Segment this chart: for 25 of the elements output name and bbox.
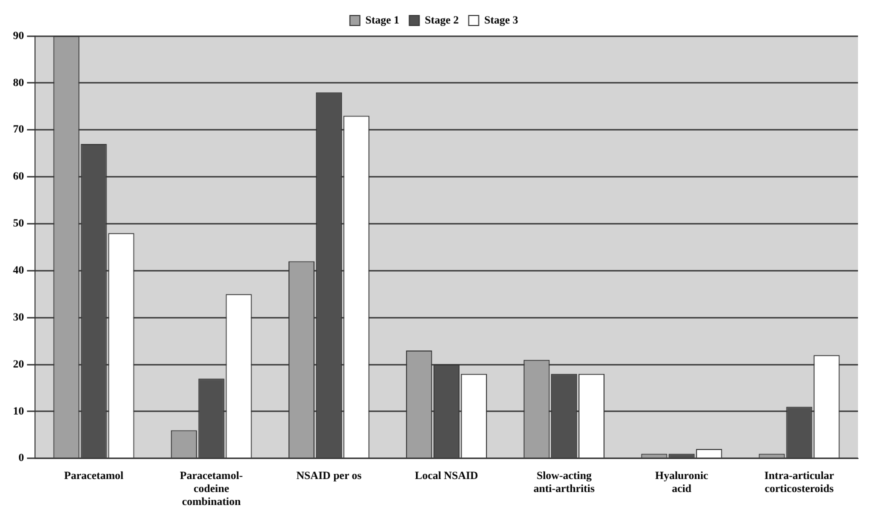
y-tick-label: 80 <box>13 76 24 89</box>
y-tick-label: 10 <box>13 405 24 418</box>
legend-label: Stage 3 <box>484 14 519 26</box>
category-label: Paracetamol- <box>180 470 243 482</box>
category-label: anti-arthritis <box>534 483 595 496</box>
legend-label: Stage 2 <box>424 14 460 26</box>
category-label: Paracetamol <box>64 470 124 482</box>
y-tick-label: 70 <box>13 124 24 136</box>
y-tick-label: 90 <box>13 30 24 42</box>
category-label: Hyaluronic <box>655 470 708 482</box>
category-label: codeine <box>194 483 230 496</box>
legend-label: Stage 1 <box>365 14 400 26</box>
category-label: Slow-acting <box>536 470 592 482</box>
category-label: acid <box>672 483 692 496</box>
category-label: Local NSAID <box>414 470 478 482</box>
y-tick-label: 40 <box>13 264 24 277</box>
y-tick-label: 0 <box>18 452 24 464</box>
category-label: NSAID per os <box>296 470 362 482</box>
y-tick-label: 20 <box>13 358 24 370</box>
category-label: Intra-articular <box>764 470 834 482</box>
category-label: corticosteroids <box>764 483 834 496</box>
category-label: combination <box>182 496 241 508</box>
y-tick-label: 60 <box>13 170 24 183</box>
y-tick-label: 50 <box>13 218 24 230</box>
y-tick-label: 30 <box>13 311 24 324</box>
